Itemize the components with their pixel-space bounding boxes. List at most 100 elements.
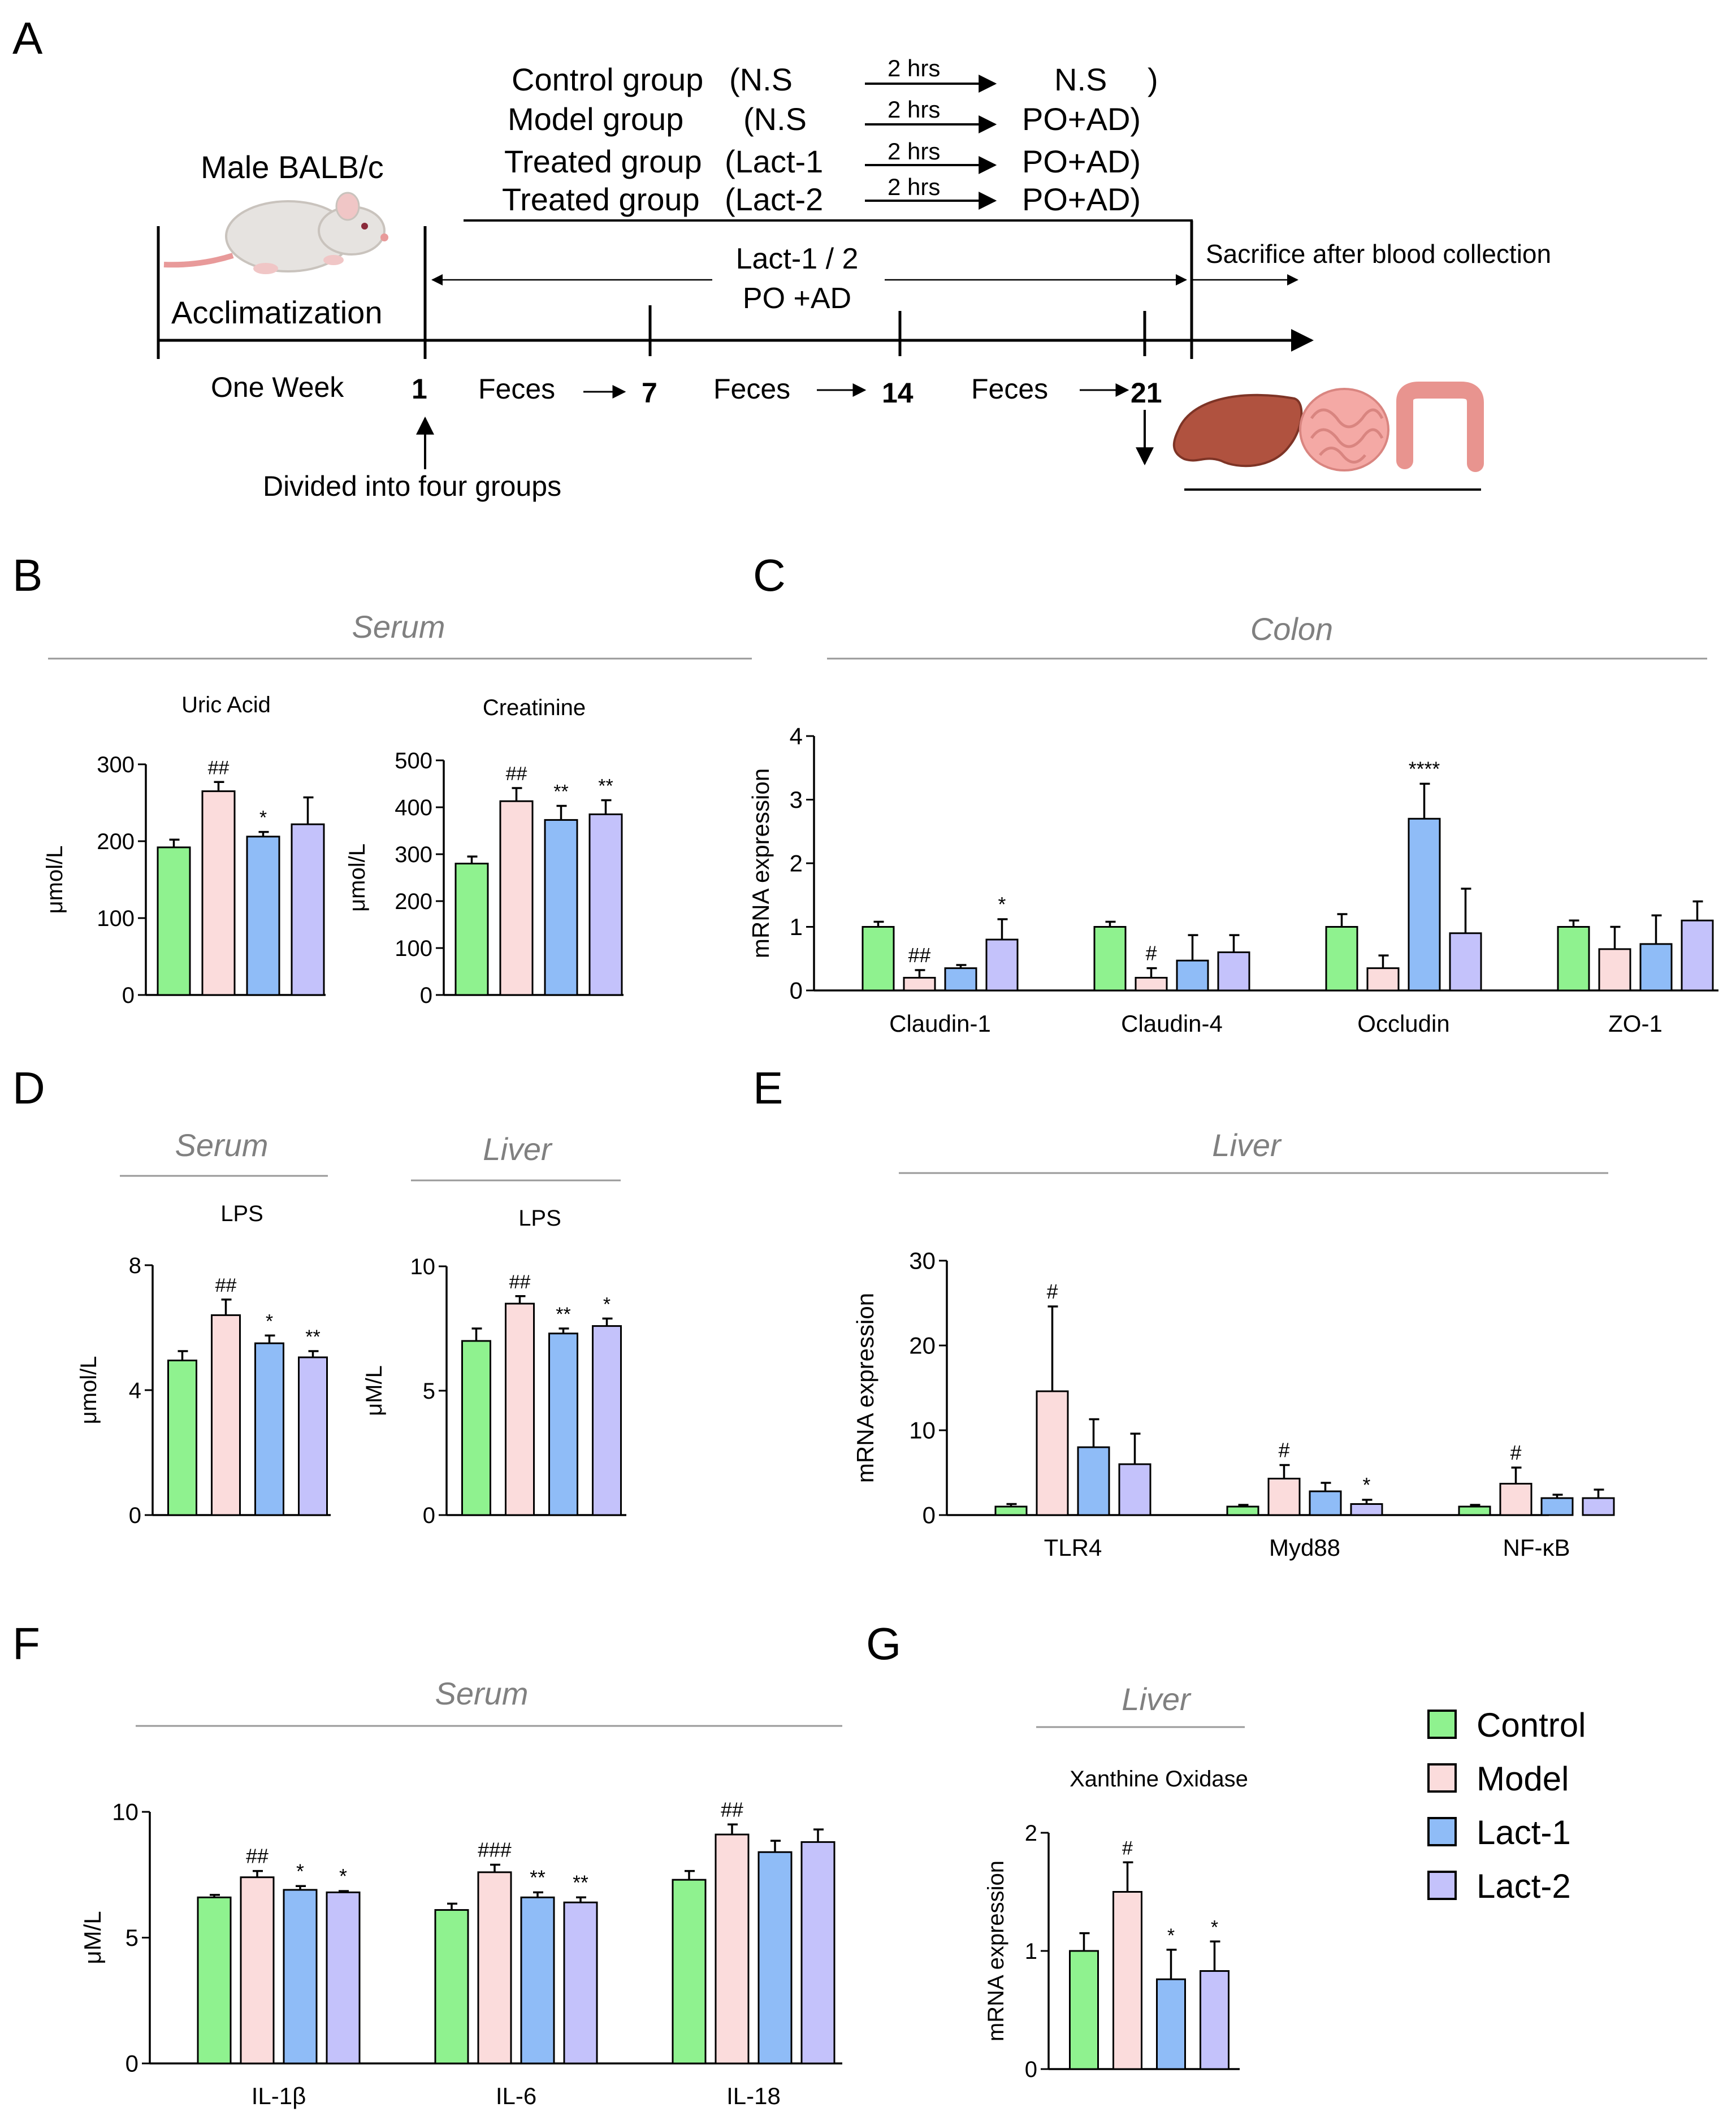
y-axis-label: mRNA expression [984,1860,1008,2041]
group-name: Control group [512,62,703,97]
mouse-icon [163,192,388,274]
legend-swatch-lact-1 [1427,1817,1457,1846]
bar-claudin-4-model [1135,977,1168,992]
bar-model [505,1303,535,1516]
bar-lact-1 [254,1342,284,1516]
y-tick-label: 0 [790,977,803,1004]
significance-mark: ** [556,1304,570,1325]
section-liver-e: Liver [1212,1127,1282,1163]
bar-zo-1-control [1557,926,1590,992]
bar-lact-1 [548,1332,578,1516]
panel-label-f: F [12,1619,40,1669]
bar-control [167,1360,197,1516]
bar-lact-1 [1156,1978,1186,2070]
bar-il-18-model [715,1833,750,2065]
group-post: N.S [1054,62,1107,97]
significance-mark: ** [530,1866,546,1889]
significance-mark: * [296,1860,304,1883]
legend-swatch-model [1427,1763,1457,1793]
y-tick-label: 4 [790,723,803,750]
section-colon-c: Colon [1250,611,1333,647]
y-tick-label: 10 [112,1799,138,1825]
bar-tlr4-model [1036,1390,1069,1516]
group-row-1: Control group (N.S 2 hrs N.S ) [512,55,1158,97]
significance-mark: ** [573,1871,588,1894]
bar-control [1069,1950,1099,2070]
small-intestine-icon [1299,388,1389,471]
bar-il-18-lact-1 [757,1851,793,2065]
animal-label: Male BALB/c [201,149,384,185]
y-tick-label: 10 [909,1417,936,1444]
y-tick-label: 0 [923,1502,936,1529]
significance-mark: ## [721,1798,743,1821]
feces-label-2: Feces [713,373,790,405]
bar-model [201,790,236,996]
group-pre: (Lact-2 [725,181,823,217]
panel-a: A Control group (N.S 2 hrs N.S ) Model g… [12,13,1551,502]
bar-control [461,1340,491,1516]
significance-mark: # [1279,1439,1290,1462]
panel-label-b: B [12,550,42,600]
day-label-1: 1 [412,373,427,405]
bar-nf-b-model [1499,1483,1532,1516]
group-post: PO+AD) [1022,181,1141,217]
y-tick-label: 200 [97,829,135,854]
y-tick-label: 0 [1025,2057,1037,2082]
significance-mark: ** [553,781,568,803]
chart-g: Xanthine Oxidase mRNA expression 0 1 2 # * * [984,1767,1248,2082]
significance-mark: **** [1409,758,1440,780]
y-tick-label: 100 [97,906,135,931]
category-label-il-18: IL-18 [726,2083,781,2109]
treatment-line-1: Lact-1 / 2 [736,243,859,275]
significance-mark: * [1167,1925,1175,1946]
bar-il-1-control [197,1896,232,2065]
day-label-14: 14 [882,377,914,409]
bar-lact-2 [1200,1970,1230,2070]
significance-mark: ## [215,1275,237,1296]
bar-il-1-lact-2 [326,1891,361,2065]
legend: Control Model Lact-1 Lact-2 [1427,1706,1586,1905]
chart-title: Uric Acid [181,693,271,717]
significance-mark: ** [305,1326,320,1348]
bar-nf-b-lact-2 [1582,1497,1615,1516]
category-label-tlr4: TLR4 [1044,1534,1102,1561]
chart-title: Creatinine [483,695,586,720]
feces-label-3: Feces [971,373,1048,405]
colon-icon [1396,382,1484,472]
group-row-3: Treated group (Lact-1 2 hrs PO+AD) [504,138,1141,179]
bar-tlr4-lact-1 [1077,1446,1110,1516]
panel-label-c: C [753,550,786,600]
bar-claudin-4-lact-2 [1217,951,1250,992]
significance-mark: ## [246,1845,269,1868]
bar-claudin-1-model [903,977,936,992]
section-serum-b: Serum [352,609,445,644]
significance-mark: * [259,807,267,829]
y-tick-label: 400 [395,795,432,820]
chart-b1: Uric Acid μmol/L 0 100 200 300 ## * [42,693,326,1008]
section-serum-f: Serum [435,1676,529,1711]
y-tick-label: 5 [125,1924,138,1951]
y-tick-label: 300 [395,842,432,867]
bar-tlr4-control [994,1505,1028,1516]
bar-claudin-1-lact-2 [985,938,1019,992]
bar-myd88-lact-1 [1309,1490,1342,1516]
bar-myd88-model [1267,1478,1301,1516]
bar-occludin-model [1366,967,1400,992]
bar-claudin-1-control [861,926,895,992]
bar-lact-2 [298,1356,328,1516]
legend-swatch-lact-2 [1427,1871,1457,1900]
bar-model [499,800,534,996]
y-tick-label: 300 [97,752,135,777]
y-axis-label: μmol/L [42,846,67,914]
y-axis-label: μmol/L [345,843,370,912]
group-name: Treated group [504,144,702,179]
group-name: Model group [508,101,683,137]
category-label-claudin-1: Claudin-1 [889,1010,991,1037]
bar-lact-2 [291,823,325,996]
legend-label-control: Control [1477,1706,1586,1744]
